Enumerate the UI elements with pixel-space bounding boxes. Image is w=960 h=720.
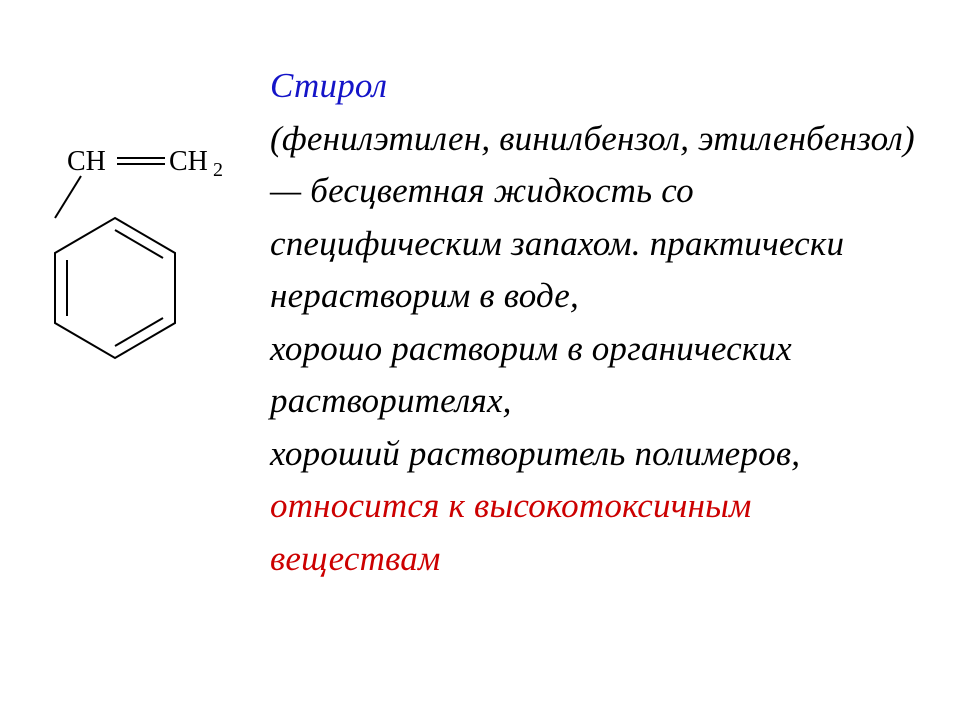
toxicity-ya: я — [423, 486, 439, 525]
formula-sub2: 2 — [213, 159, 223, 181]
body1a: бесцветна — [301, 171, 468, 210]
body3: хороший растворитель полимеров, — [270, 434, 800, 473]
body2ya: я — [470, 381, 486, 420]
synonyms-close: ) — [903, 119, 915, 158]
compound-title: Стирол — [270, 66, 387, 105]
page: CH CH 2 Стирол (фенилэтилен, винилбензол… — [0, 0, 960, 720]
phenyl-bond — [55, 176, 81, 218]
molecule-svg: CH CH 2 — [35, 140, 265, 430]
benzene-ring — [55, 218, 175, 358]
dash: — — [270, 171, 301, 210]
synonyms-open: ( — [270, 119, 282, 158]
styrene-structure: CH CH 2 — [30, 140, 270, 430]
formula-ch2: CH — [169, 146, 208, 177]
formula-ch1: CH — [67, 146, 106, 177]
body1ya: я — [468, 171, 484, 210]
description-text: Стирол (фенилэтилен, винилбензол, этилен… — [270, 60, 920, 585]
body2a: хорошо растворим в органических раствори… — [270, 329, 792, 421]
body2b: х, — [487, 381, 512, 420]
synonyms: фенилэтилен, винилбензол, этиленбензол — [282, 119, 903, 158]
toxicity-a: относитс — [270, 486, 423, 525]
